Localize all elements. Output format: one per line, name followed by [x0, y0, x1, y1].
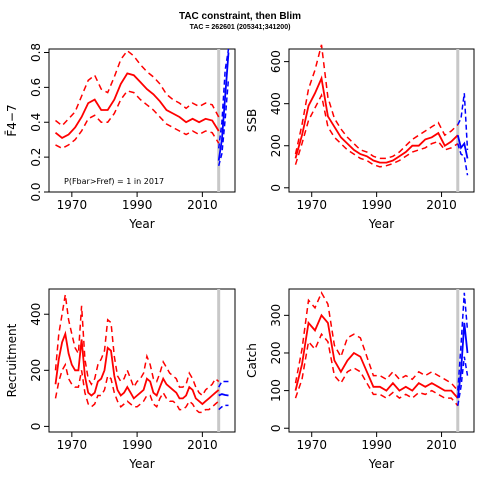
catch-y-tick-label: 100	[269, 379, 283, 402]
ssb-y-tick-label: 200	[269, 134, 283, 157]
recruitment-projection-upper	[218, 380, 229, 388]
fbar-projection-upper	[217, 48, 230, 149]
fbar-projection-lower	[217, 78, 230, 166]
ssb-y-tick-label: 0	[269, 184, 283, 192]
fbar-y-tick-label: 0.6	[29, 78, 43, 97]
ssb-projection-median	[456, 134, 469, 159]
recruitment-series-upper	[54, 294, 220, 397]
catch-y-tick-label: 300	[269, 304, 283, 327]
catch-series-upper	[294, 291, 459, 392]
ssb-y-tick-label: 600	[269, 50, 283, 73]
ssb-series-median	[294, 75, 459, 164]
recruitment-plot-frame	[48, 288, 236, 433]
chart-title: TAC constraint, then Blim	[178, 11, 302, 22]
fbar-series-median	[54, 72, 220, 139]
ssb-y-tick-label: 400	[269, 92, 283, 115]
fbar-x-tick-label: 2010	[187, 198, 218, 212]
recruitment-x-axis-label: Year	[128, 457, 154, 471]
fbar-x-tick-label: 1990	[122, 198, 153, 212]
fbar-y-tick-label: 0.8	[29, 43, 43, 62]
catch-y-axis-label: Catch	[245, 343, 259, 378]
catch-y-tick-label: 200	[269, 342, 283, 365]
fbar-panel: 0.0 0.2 0.4 0.6 0.8 1970 1990 2010 Year F̄4−7 P(Fb…	[5, 43, 236, 231]
fbar-y-axis-label: F̄4−7	[5, 104, 19, 136]
catch-projection-upper	[457, 292, 469, 391]
catch-series-lower	[294, 332, 459, 407]
ssb-plot-frame	[288, 48, 475, 193]
fbar-projection-median	[217, 52, 230, 161]
fbar-y-tick-label: 0.0	[29, 182, 43, 201]
ssb-y-axis-label: SSB	[245, 109, 259, 132]
fbar-plot-frame	[48, 48, 236, 193]
ssb-projection-upper	[457, 93, 469, 150]
ssb-series-lower	[294, 93, 459, 168]
catch-series-median	[294, 313, 459, 399]
fbar-y-tick-label: 0.2	[29, 148, 43, 167]
catch-x-axis-label: Year	[368, 457, 394, 471]
catch-y-tick-label: 0	[269, 424, 283, 432]
ssb-x-axis-label: Year	[368, 217, 394, 231]
ssb-series-upper	[294, 44, 459, 160]
catch-projection-median	[456, 322, 469, 399]
catch-x-tick-label: 1990	[361, 438, 392, 452]
ssb-projection-lower	[457, 143, 469, 176]
recruitment-projection-lower	[218, 404, 229, 411]
fbar-x-axis-label: Year	[128, 217, 154, 231]
recruitment-x-tick-label: 1990	[122, 438, 153, 452]
catch-x-tick-label: 1970	[296, 438, 327, 452]
fbar-series-upper	[55, 49, 220, 127]
ssb-x-tick-label: 2010	[426, 198, 457, 212]
catch-x-tick-label: 2010	[426, 438, 457, 452]
catch-plot-frame	[288, 288, 475, 433]
recruitment-y-tick-label: 0	[29, 423, 43, 431]
fbar-x-tick-label: 1970	[57, 198, 88, 212]
recruitment-y-tick-label: 400	[29, 303, 43, 326]
recruitment-panel: 0 200 400 1970 1990 2010 Year Recruitment	[5, 288, 236, 471]
fbar-y-tick-label: 0.4	[29, 113, 43, 132]
recruitment-x-tick-label: 1970	[57, 438, 88, 452]
catch-panel: 0 100 200 300 1970 1990 2010 Year Catch	[245, 288, 475, 471]
ssb-panel: 0 200 400 600 1970 1990 2010 Year SSB	[245, 44, 475, 231]
recruitment-y-tick-label: 200	[29, 359, 43, 382]
ssb-x-tick-label: 1970	[296, 198, 327, 212]
chart-subtitle: TAC = 262601 (205341;341200)	[189, 24, 291, 31]
ssb-x-tick-label: 1990	[361, 198, 392, 212]
catch-projection-lower	[457, 356, 469, 406]
recruitment-projection-median	[218, 393, 229, 397]
recruitment-series-lower	[54, 362, 220, 414]
recruitment-x-tick-label: 2010	[187, 438, 218, 452]
recruitment-series-median	[54, 330, 220, 406]
fbar-annotation: P(Fbar>Fref) = 1 in 2017	[64, 177, 164, 186]
recruitment-y-axis-label: Recruitment	[5, 323, 19, 397]
